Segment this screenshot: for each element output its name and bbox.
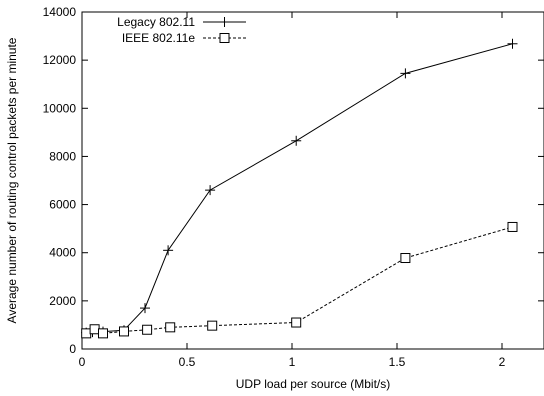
- plot-frame: [81, 11, 544, 350]
- data-point: [119, 326, 129, 337]
- y-tick-label: 2000: [49, 294, 76, 308]
- data-point: [291, 317, 302, 328]
- y-tick-label: 8000: [49, 149, 76, 163]
- data-point: [165, 322, 176, 333]
- data-point: [207, 320, 218, 331]
- axes-layer: 0 0.5 1 1.5 2 0 2000 4000 6000 8000 10000 12000 1400…: [43, 5, 544, 369]
- legend-label-1: Legacy 802.11: [117, 15, 195, 29]
- data-point: [89, 324, 100, 335]
- x-tick-label: 1: [289, 355, 296, 369]
- y-tick-label: 12000: [43, 53, 77, 67]
- data-point: [140, 303, 150, 314]
- data-point: [142, 324, 153, 335]
- y-tick-label: 10000: [43, 101, 77, 115]
- data-point: [81, 328, 92, 339]
- series-line-2: [85, 226, 513, 334]
- data-point: [400, 253, 411, 264]
- y-tick-label: 4000: [49, 246, 76, 260]
- data-point: [291, 135, 302, 146]
- x-tick-label: 0.5: [179, 355, 196, 369]
- data-point: [507, 221, 518, 232]
- legend-marker-1: [219, 17, 230, 27]
- series-layer: [81, 38, 518, 339]
- data-point: [400, 68, 411, 79]
- y-tick-label: 6000: [49, 198, 76, 212]
- y-tick-label: 14000: [43, 5, 77, 19]
- data-point: [98, 328, 108, 339]
- data-point: [163, 245, 174, 256]
- legend-marker-2: [219, 33, 230, 43]
- y-tick-label: 0: [69, 342, 76, 356]
- legend-label-2: IEEE 802.11e: [122, 31, 195, 45]
- x-tick-label: 2: [499, 355, 506, 369]
- y-axis-label: Average number of routing control packet…: [5, 37, 19, 323]
- x-tick-label: 1.5: [389, 355, 406, 369]
- series-2: [81, 221, 518, 339]
- legend: Legacy 802.11 IEEE 802.11e: [117, 15, 246, 45]
- x-axis-label: UDP load per source (Mbit/s): [236, 377, 391, 391]
- data-point: [507, 38, 518, 49]
- data-point: [205, 185, 216, 196]
- x-tick-label: 0: [79, 355, 86, 369]
